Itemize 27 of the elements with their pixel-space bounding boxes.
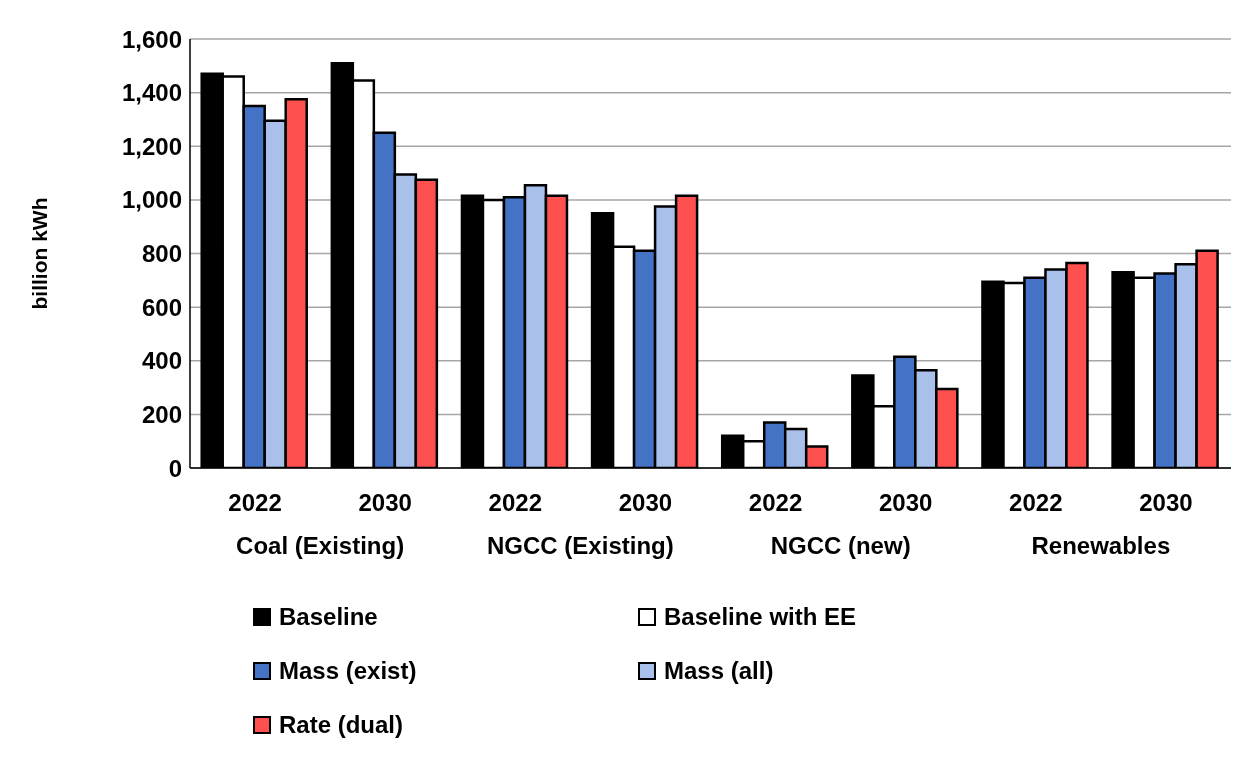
x-tick-label: 2022 [1009, 489, 1063, 517]
text: NGCC (Existing) [486, 532, 675, 560]
x-tick-label: 2022 [488, 489, 543, 517]
x-tick-label: 2030 [878, 489, 933, 517]
y-axis-title: billion kWh [28, 197, 52, 310]
y-tick-label: 800 [141, 240, 182, 268]
y-tick-label: 1,000 [121, 186, 182, 214]
x-tick-label: 2030 [618, 489, 673, 517]
y-tick-label: 600 [141, 293, 182, 321]
x-tick-label: 2030 [358, 489, 412, 517]
y-tick-label: 1,600 [121, 25, 182, 53]
y-tick-label: 200 [141, 400, 182, 428]
text: Renewables [1030, 532, 1172, 560]
x-tick-label: 2030 [1139, 489, 1193, 517]
legend-label: Rate (dual) [279, 711, 404, 739]
legend-label: Mass (exist) [279, 657, 417, 685]
y-tick-label: 0 [168, 454, 182, 482]
x-tick-label: 2022 [748, 489, 803, 517]
text: Coal (Existing) [235, 532, 406, 560]
legend-label: Baseline with EE [664, 603, 857, 631]
legend-label: Baseline [279, 603, 378, 631]
x-tick-label: 2022 [228, 489, 282, 517]
y-tick-label: 1,400 [121, 79, 182, 107]
text: NGCC (new) [769, 532, 912, 560]
y-tick-label: 1,200 [121, 132, 182, 160]
y-tick-label: 400 [141, 347, 182, 375]
legend-label: Mass (all) [664, 657, 774, 685]
